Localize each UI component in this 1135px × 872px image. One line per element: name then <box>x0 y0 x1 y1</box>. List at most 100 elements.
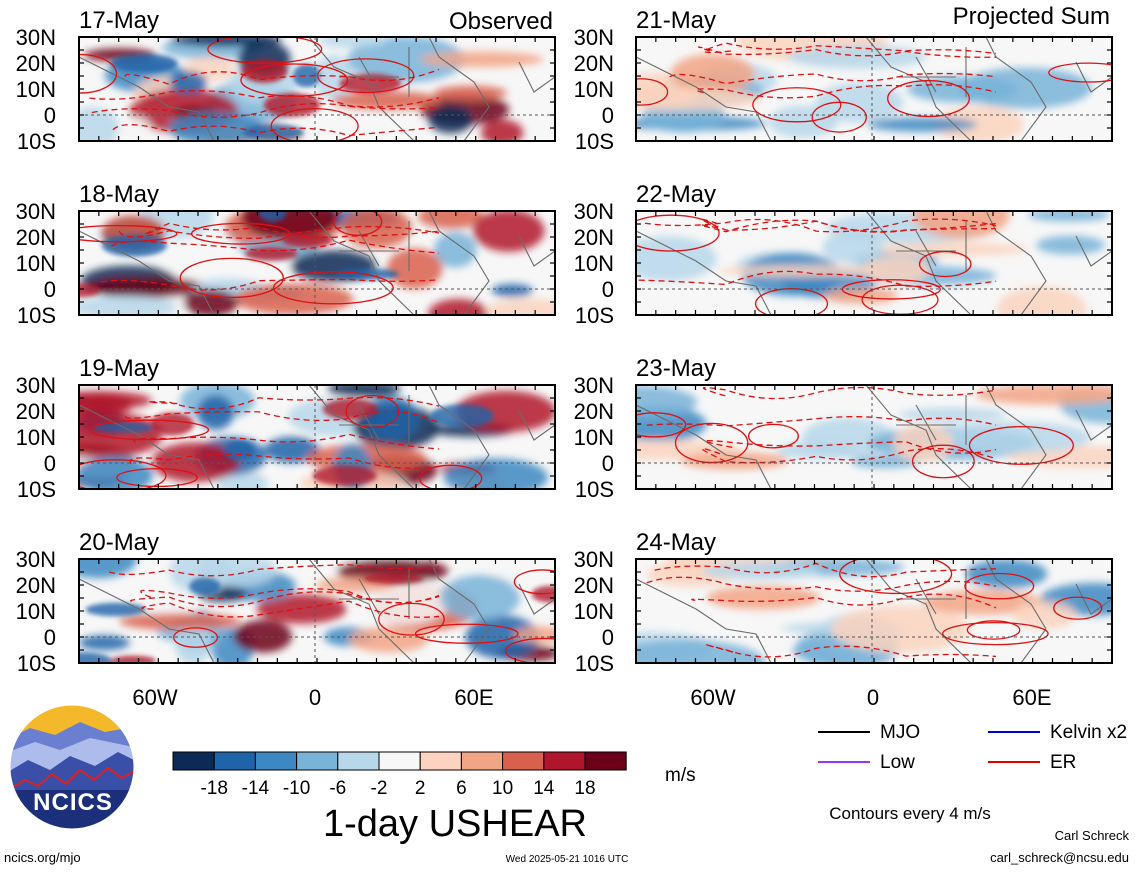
lat-label: 20N <box>574 51 614 76</box>
panel-date: 21-May <box>636 7 716 34</box>
lat-label: 20N <box>16 51 56 76</box>
lon-label-60w-right: 60W <box>690 685 735 710</box>
legend-label: ER <box>1050 752 1076 773</box>
lat-label: 0 <box>44 625 56 650</box>
lat-label: 10S <box>17 129 56 154</box>
lat-label: 0 <box>602 625 614 650</box>
lat-label: 0 <box>44 451 56 476</box>
lon-label-60e-right: 60E <box>1012 685 1051 710</box>
contours-note: Contours every 4 m/s <box>829 804 991 823</box>
lat-label: 30N <box>16 373 56 398</box>
projected-sum-label: Projected Sum <box>953 3 1110 30</box>
observed-label: Observed <box>449 8 553 35</box>
lat-label: 10N <box>16 77 56 102</box>
colorbar-label: -14 <box>242 778 270 799</box>
footer-author: Carl Schreck <box>1055 828 1130 843</box>
lon-axis-left: 60W 0 60E <box>132 685 493 710</box>
panel-date: 18-May <box>79 181 159 208</box>
panel-date: 19-May <box>79 355 159 382</box>
colorbar-swatch <box>419 751 462 771</box>
lat-label: 10S <box>575 477 614 502</box>
lat-label: 10N <box>16 425 56 450</box>
lat-label: 10N <box>16 251 56 276</box>
lat-label: 10S <box>575 129 614 154</box>
panel-date: 20-May <box>79 529 159 556</box>
legend-label: Kelvin x2 <box>1050 722 1127 743</box>
legend: MJO Kelvin x2 Low ER <box>818 722 1127 773</box>
colorbar-swatch <box>378 751 421 771</box>
panel-date: 17-May <box>79 7 159 34</box>
colorbar-swatch <box>502 751 545 771</box>
panels: 17-May30N20N10N010S18-May30N20N10N010S19… <box>16 7 1113 676</box>
lat-label: 20N <box>16 399 56 424</box>
lon-label-60w: 60W <box>132 685 177 710</box>
lat-label: 10S <box>575 303 614 328</box>
legend-label: MJO <box>880 722 920 743</box>
lat-label: 30N <box>16 25 56 50</box>
lat-label: 10S <box>17 477 56 502</box>
lat-label: 20N <box>574 573 614 598</box>
colorbar-label: 14 <box>533 778 555 799</box>
colorbar-label: 2 <box>415 778 426 799</box>
figure-title: 1-day USHEAR <box>323 803 587 845</box>
colorbar-swatch <box>584 751 627 771</box>
lat-label: 20N <box>574 399 614 424</box>
lon-label-60e: 60E <box>454 685 493 710</box>
lat-label: 0 <box>602 103 614 128</box>
lon-axis-right: 60W 0 60E <box>690 685 1051 710</box>
lat-label: 30N <box>16 547 56 572</box>
lon-label-0: 0 <box>309 685 321 710</box>
colorbar-swatch <box>213 751 256 771</box>
lat-label: 10S <box>17 651 56 676</box>
panel-date: 23-May <box>636 355 716 382</box>
logo-text: NCICS <box>33 789 113 816</box>
lat-label: 20N <box>574 225 614 250</box>
colorbar-swatch <box>460 751 504 771</box>
lat-label: 10N <box>574 251 614 276</box>
colorbar-label: 18 <box>574 778 595 799</box>
footer-url: ncics.org/mjo <box>4 850 81 865</box>
footer-email: carl_schreck@ncsu.edu <box>990 850 1129 865</box>
colorbar-label: -6 <box>329 778 346 799</box>
lat-label: 10N <box>16 599 56 624</box>
colorbar-swatch <box>172 751 215 771</box>
lat-label: 20N <box>16 225 56 250</box>
lat-label: 0 <box>44 103 56 128</box>
lat-label: 10S <box>17 303 56 328</box>
lat-label: 0 <box>44 277 56 302</box>
lat-label: 10N <box>574 425 614 450</box>
colorbar-label: 6 <box>456 778 467 799</box>
colorbar-swatch <box>254 751 298 771</box>
lat-label: 30N <box>574 199 614 224</box>
lat-label: 0 <box>602 277 614 302</box>
colorbar: -18 -14 -10 -6 -2 2 6 10 14 18 <box>172 751 627 799</box>
lat-label: 10S <box>575 651 614 676</box>
colorbar-unit: m/s <box>665 765 696 786</box>
lat-label: 10N <box>574 599 614 624</box>
panel-date: 22-May <box>636 181 716 208</box>
lat-label: 0 <box>602 451 614 476</box>
colorbar-label: -10 <box>283 778 310 799</box>
panel-date: 24-May <box>636 529 716 556</box>
colorbar-label: 10 <box>492 778 513 799</box>
colorbar-swatch <box>543 751 586 771</box>
lat-label: 20N <box>16 573 56 598</box>
lat-label: 30N <box>574 373 614 398</box>
lat-label: 30N <box>16 199 56 224</box>
footer-timestamp: Wed 2025-05-21 1016 UTC <box>506 854 629 865</box>
colorbar-label: -2 <box>371 778 388 799</box>
lat-label: 30N <box>574 25 614 50</box>
lat-label: 10N <box>574 77 614 102</box>
colorbar-swatch <box>337 751 380 771</box>
lat-label: 30N <box>574 547 614 572</box>
legend-label: Low <box>880 752 915 773</box>
